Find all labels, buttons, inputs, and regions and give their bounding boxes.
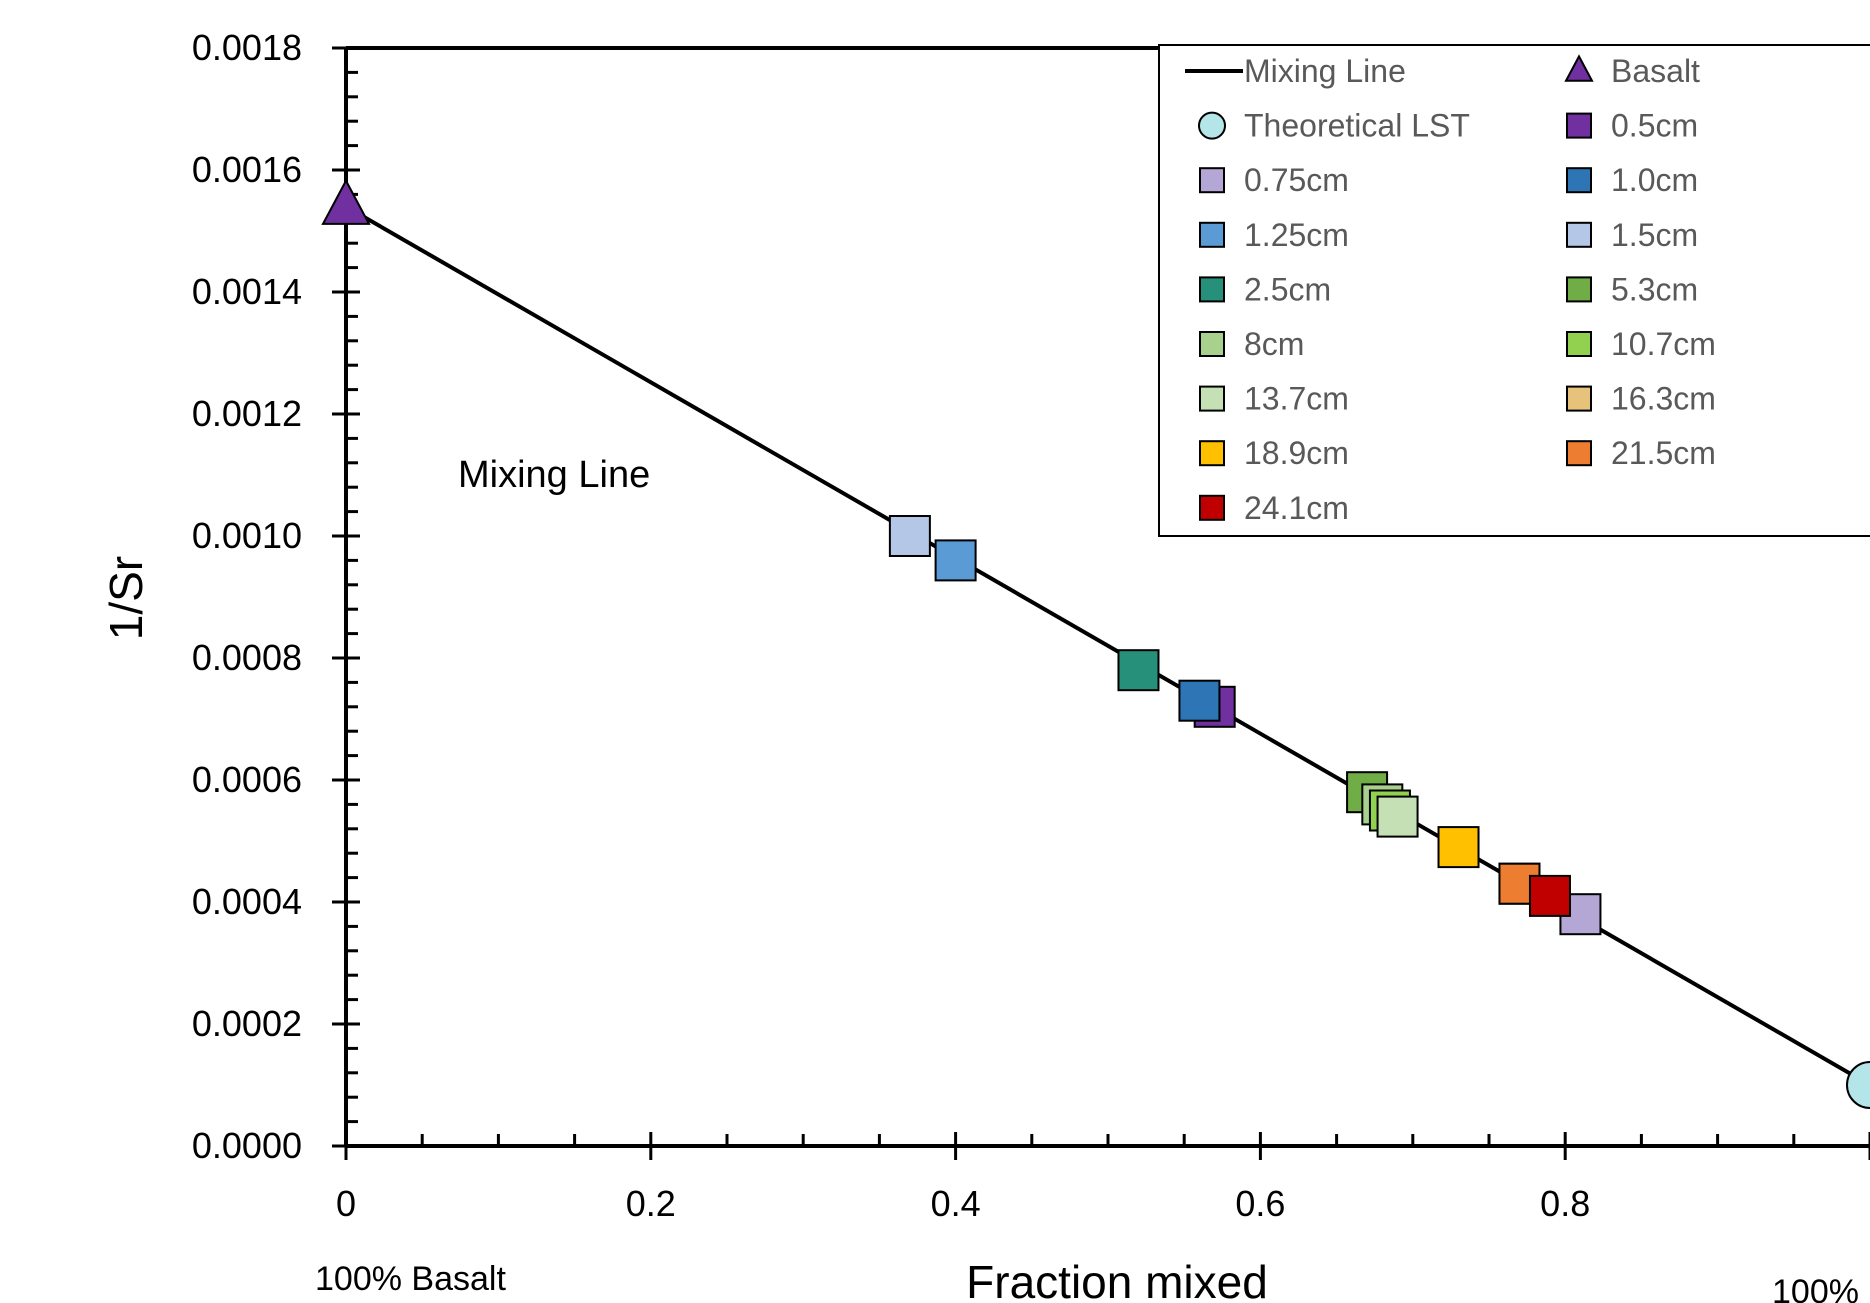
- point-24-1cm: [1528, 874, 1571, 917]
- y-tick-label: 0.0002: [192, 1003, 302, 1044]
- y-tick-label: 0.0008: [192, 637, 302, 678]
- x-tick-label: 0.8: [1540, 1183, 1590, 1224]
- legend-label: 2.5cm: [1244, 271, 1331, 307]
- legend-marker-24-1cm: [1199, 494, 1225, 521]
- x-tick-label: 0.4: [931, 1183, 981, 1224]
- legend-label: 16.3cm: [1611, 381, 1716, 417]
- point-1-25cm: [934, 539, 977, 582]
- legend-label: 18.9cm: [1244, 435, 1349, 471]
- legend-label: 21.5cm: [1611, 435, 1716, 471]
- point-18-9cm: [1437, 826, 1480, 869]
- legend-marker-0-5cm: [1566, 112, 1592, 139]
- legend-marker-2-5cm: [1199, 276, 1225, 303]
- legend-label: Theoretical LST: [1244, 108, 1470, 144]
- legend: Mixing Line Basalt Theoretical LST 0.5cm 0.7…: [1158, 44, 1870, 537]
- legend-box: [1158, 44, 1870, 537]
- x-axis-title: Fraction mixed: [966, 1256, 1268, 1303]
- legend-label: 1.25cm: [1244, 217, 1349, 253]
- axes: 0.0000 0.0002 0.0004 0.0006 0.0008 0.0010 0.00…: [192, 27, 1870, 1224]
- legend-marker-theoretical-lst: [1198, 111, 1226, 140]
- y-tick-label: 0.0000: [192, 1125, 302, 1166]
- mixing-line-path: [345, 204, 1870, 1087]
- point-basalt: [321, 178, 371, 225]
- legend-label: 0.75cm: [1244, 162, 1349, 198]
- x-tick-label: 0.2: [626, 1183, 676, 1224]
- y-tick-label: 0.0010: [192, 515, 302, 556]
- legend-marker-8cm: [1199, 331, 1225, 357]
- legend-label: Basalt: [1611, 53, 1700, 89]
- y-tick-label: 0.0014: [192, 271, 302, 312]
- data-points: [321, 178, 1870, 1109]
- point-13-7cm: [1376, 795, 1419, 838]
- legend-label: 0.5cm: [1611, 108, 1698, 144]
- legend-marker-10-7cm: [1566, 331, 1592, 357]
- legend-label: Mixing Line: [1244, 53, 1406, 89]
- legend-marker-5-3cm: [1566, 276, 1592, 303]
- legend-marker-1-5cm: [1566, 221, 1592, 248]
- legend-label: 1.5cm: [1611, 217, 1698, 253]
- x-tick-label: 0: [336, 1183, 356, 1224]
- x-left-end-label: 100% Basalt: [315, 1260, 506, 1298]
- legend-marker-1-0cm: [1566, 167, 1592, 194]
- point-2-5cm: [1117, 649, 1160, 692]
- legend-marker-21-5cm: [1566, 440, 1592, 467]
- legend-label: 5.3cm: [1611, 271, 1698, 307]
- legend-marker-1-25cm: [1199, 221, 1225, 248]
- legend-marker-16-3cm: [1566, 385, 1592, 412]
- point-theoretical-lst: [1846, 1061, 1870, 1109]
- legend-marker-13-7cm: [1199, 385, 1225, 412]
- legend-marker-basalt: [1564, 54, 1594, 82]
- y-tick-label: 0.0012: [192, 393, 302, 434]
- x-tick-label: 0.6: [1235, 1183, 1285, 1224]
- y-axis-title: 1/Sr: [100, 556, 152, 640]
- legend-label: 24.1cm: [1244, 490, 1349, 526]
- y-tick-label: 0.0006: [192, 759, 302, 800]
- legend-marker-0-75cm: [1199, 167, 1225, 194]
- legend-label: 1.0cm: [1611, 162, 1698, 198]
- point-1-0cm: [1178, 679, 1221, 722]
- y-tick-label: 0.0016: [192, 149, 302, 190]
- x-right-end-label: 100%: [1772, 1273, 1859, 1303]
- legend-label: 8cm: [1244, 326, 1304, 362]
- legend-marker-18-9cm: [1199, 440, 1225, 467]
- point-1-5cm: [888, 515, 931, 557]
- mixing-line: [345, 204, 1870, 1087]
- legend-label: 13.7cm: [1244, 381, 1349, 417]
- mixing-line-annotation: Mixing Line: [458, 454, 650, 496]
- y-tick-label: 0.0018: [192, 27, 302, 68]
- y-tick-label: 0.0004: [192, 881, 302, 922]
- legend-label: 10.7cm: [1611, 326, 1716, 362]
